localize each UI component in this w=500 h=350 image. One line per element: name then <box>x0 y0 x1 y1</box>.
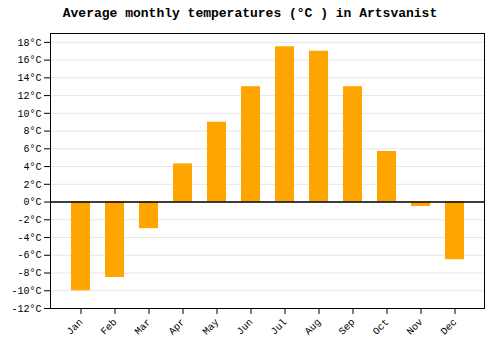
svg-text:6°C: 6°C <box>23 144 41 155</box>
svg-text:Sep: Sep <box>337 317 358 338</box>
svg-text:Oct: Oct <box>371 317 392 338</box>
svg-text:2°C: 2°C <box>23 180 41 191</box>
svg-text:0°C: 0°C <box>23 197 41 208</box>
svg-text:14°C: 14°C <box>17 73 41 84</box>
svg-text:Nov: Nov <box>405 317 426 338</box>
svg-text:Feb: Feb <box>99 317 120 338</box>
svg-text:Jul: Jul <box>269 317 290 338</box>
svg-text:8°C: 8°C <box>23 126 41 137</box>
svg-text:12°C: 12°C <box>17 91 41 102</box>
svg-text:-10°C: -10°C <box>11 286 41 297</box>
svg-text:18°C: 18°C <box>17 38 41 49</box>
svg-text:Apr: Apr <box>167 317 188 338</box>
svg-text:May: May <box>201 317 222 338</box>
svg-text:Aug: Aug <box>303 317 324 338</box>
html-text:Average monthly temperatures (: Average monthly temperatures (°C ) in Ar… <box>62 6 438 21</box>
svg-text:4°C: 4°C <box>23 162 41 173</box>
svg-text:Dec: Dec <box>439 317 460 338</box>
svg-text:Jun: Jun <box>235 317 256 338</box>
svg-text:-6°C: -6°C <box>17 250 41 261</box>
svg-text:Jan: Jan <box>65 317 86 338</box>
svg-text:-8°C: -8°C <box>17 268 41 279</box>
svg-text:16°C: 16°C <box>17 55 41 66</box>
svg-text:Mar: Mar <box>133 317 154 338</box>
svg-text:-4°C: -4°C <box>17 233 41 244</box>
svg-text:-12°C: -12°C <box>11 304 41 315</box>
svg-text:-2°C: -2°C <box>17 215 41 226</box>
svg-text:10°C: 10°C <box>17 109 41 120</box>
